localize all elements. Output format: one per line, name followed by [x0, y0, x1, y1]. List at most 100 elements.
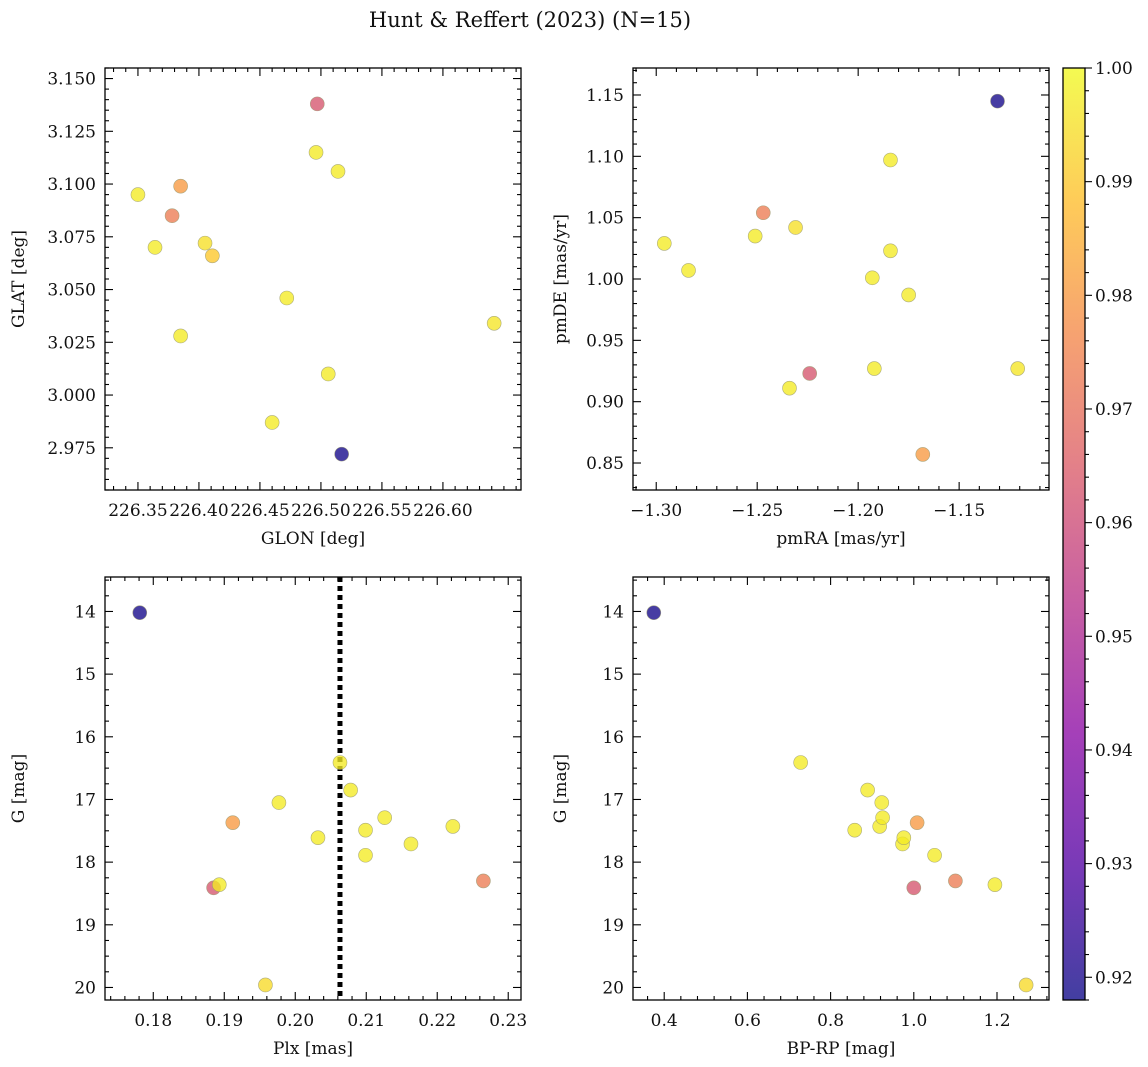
colorbar-ticks [1085, 67, 1092, 1001]
data-point [1010, 361, 1025, 376]
x-axis-label: BP-RP [mag] [787, 1039, 896, 1059]
x-tick-label: −1.20 [832, 501, 884, 521]
x-tick-label: 226.40 [169, 501, 228, 521]
data-point [875, 810, 890, 825]
x-tick-label: −1.25 [731, 501, 783, 521]
data-point [164, 208, 180, 223]
scatter-points [130, 96, 502, 462]
data-point [377, 810, 392, 825]
y-axis-label: G [mag] [9, 754, 29, 823]
x-tick-label: −1.30 [630, 501, 682, 521]
tick-marks [633, 68, 1049, 490]
data-point [358, 847, 373, 863]
y-tick-label: 17 [74, 790, 96, 810]
data-point [308, 145, 324, 160]
data-point [130, 187, 146, 202]
colorbar-tick-label: 0.93 [1095, 855, 1133, 875]
data-point [909, 815, 925, 830]
subplot-4: 0.4 0.6 0.8 1.0 1.2 14 15 16 17 18 19 20 BP-RP [mag]… [551, 576, 1050, 1059]
y-tick-label: 20 [74, 978, 96, 998]
data-point [915, 447, 931, 462]
y-axis-label: GLAT [deg] [9, 230, 29, 328]
x-tick-label: 0.6 [734, 1011, 761, 1031]
y-tick-label: 18 [602, 853, 624, 873]
data-point [883, 152, 898, 168]
data-point [173, 178, 188, 194]
data-point [646, 605, 662, 621]
subplot-3: 0.18 0.19 0.20 0.21 0.22 0.23 14 15 16 17 18 19 20 Pl… [9, 576, 527, 1059]
data-point [358, 822, 373, 838]
tick-marks [105, 67, 521, 491]
axes-frame [104, 67, 522, 491]
x-axis-label: GLON [deg] [261, 529, 365, 549]
data-point [279, 290, 295, 306]
y-axis-label: pmDE [mas/yr] [551, 214, 571, 344]
data-point [896, 830, 912, 845]
colorbar: 0.92 0.93 0.94 0.95 0.96 0.97 0.98 0.99 1.00 [1062, 59, 1133, 1001]
data-point [147, 240, 163, 255]
y-tick-label: 3.025 [47, 333, 96, 353]
data-point [987, 877, 1003, 892]
data-point [788, 220, 803, 235]
data-point [320, 366, 336, 382]
data-point [847, 822, 863, 838]
data-point [271, 795, 287, 810]
x-axis-label: pmRA [mas/yr] [776, 529, 905, 549]
y-tick-label: 3.100 [47, 175, 96, 195]
colorbar-tick-label: 0.92 [1095, 968, 1133, 988]
colorbar-tick-label: 0.95 [1095, 627, 1133, 647]
x-tick-label: 0.22 [418, 1011, 456, 1031]
y-axis-label: G [mag] [551, 754, 571, 823]
y-tick-label: 3.150 [47, 70, 96, 90]
data-point [747, 228, 763, 244]
data-point [657, 236, 672, 251]
data-point [755, 205, 771, 221]
colorbar-tick-label: 0.96 [1095, 514, 1133, 534]
data-point [990, 93, 1005, 109]
x-tick-label: 1.0 [900, 1011, 927, 1031]
y-tick-label: 14 [602, 602, 624, 622]
data-point [310, 830, 326, 845]
x-tick-label: 0.23 [489, 1011, 527, 1031]
data-point [927, 847, 942, 863]
data-point [948, 873, 963, 889]
data-point [476, 873, 491, 889]
data-point [309, 96, 325, 112]
data-point [211, 877, 227, 892]
tick-marks [105, 577, 521, 1000]
x-tick-label: 0.4 [651, 1011, 678, 1031]
y-tick-label: 0.90 [586, 393, 624, 413]
subplot-2: −1.30 −1.25 −1.20 −1.15 0.85 0.90 0.95 1.00 1.05… [551, 67, 1050, 549]
colorbar-tick-label: 0.94 [1095, 741, 1133, 761]
y-tick-label: 1.00 [586, 270, 624, 290]
data-point [486, 316, 502, 331]
y-tick-label: 19 [602, 916, 624, 936]
y-tick-label: 3.050 [47, 281, 96, 301]
data-point [782, 380, 797, 396]
data-point [173, 328, 188, 344]
data-point [906, 880, 922, 896]
data-point [793, 755, 808, 770]
data-point [132, 605, 148, 621]
scatter-points [646, 605, 1034, 993]
x-tick-label: 226.50 [291, 501, 350, 521]
data-point [225, 815, 241, 830]
x-tick-label: 226.35 [108, 501, 167, 521]
x-tick-label: 0.18 [134, 1011, 172, 1031]
x-tick-label: 0.21 [347, 1011, 385, 1031]
axes-frame [632, 576, 1050, 1001]
x-tick-label: 0.20 [276, 1011, 314, 1031]
figure-title: Hunt & Reffert (2023) (N=15) [369, 8, 691, 32]
y-tick-label: 18 [74, 853, 96, 873]
data-point [865, 270, 880, 286]
y-tick-label: 1.10 [586, 147, 624, 167]
data-point [197, 235, 213, 251]
x-tick-label: 226.60 [413, 501, 472, 521]
data-point [867, 361, 882, 376]
y-tick-label: 14 [74, 602, 96, 622]
y-tick-label: 0.95 [586, 331, 624, 351]
y-tick-label: 1.15 [586, 86, 624, 106]
y-tick-label: 3.075 [47, 228, 96, 248]
y-tick-label: 15 [74, 665, 96, 685]
x-tick-label: 226.55 [352, 501, 411, 521]
